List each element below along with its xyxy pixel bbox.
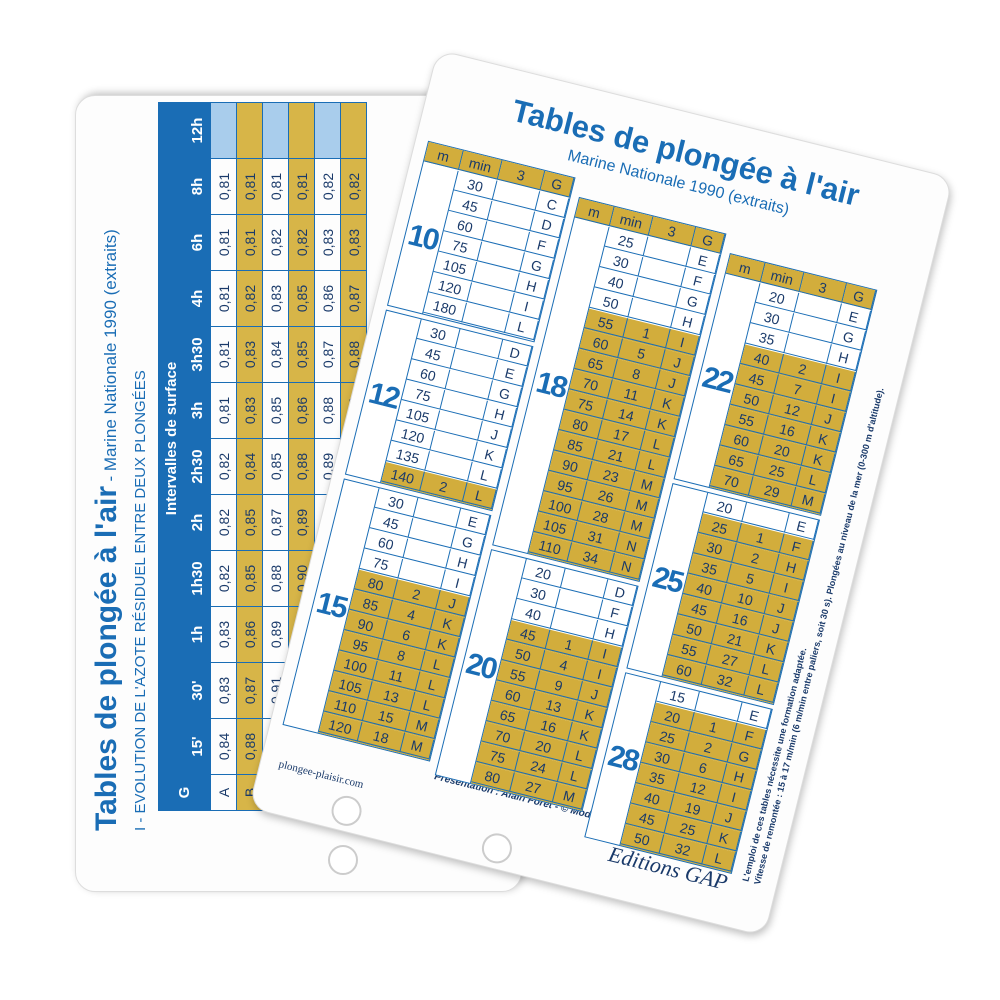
column-header: 12h	[184, 102, 211, 159]
value-cell: 0,88	[288, 438, 315, 495]
depth-table: 28 15 E 20 1 F 25 2 G 30 6 H 35 12 I 40 19 J 45 25 K 50 32 L	[584, 672, 773, 874]
value-cell: 0,82	[288, 214, 315, 271]
header-row: G Intervalles de surface	[158, 102, 211, 811]
value-cell: 0,85	[288, 326, 315, 383]
value-cell: 0,85	[262, 438, 289, 495]
value-cell: 0,87	[236, 662, 263, 719]
empty-cell	[210, 102, 237, 159]
value-cell: 0,87	[340, 270, 367, 327]
empty-cell	[236, 102, 263, 159]
value-cell: 0,86	[288, 382, 315, 439]
value-cell: 0,81	[210, 214, 237, 271]
value-cell: 0,87	[262, 494, 289, 551]
column-header: 30'	[184, 662, 211, 719]
value-cell: 0,85	[262, 382, 289, 439]
value-cell: 0,88	[262, 550, 289, 607]
column-header: 1h30	[184, 550, 211, 607]
value-cell: 0,81	[210, 158, 237, 215]
value-cell: 0,82	[236, 270, 263, 327]
column-header: 2h30	[184, 438, 211, 495]
group-cell: A	[210, 774, 237, 811]
header-row: 15' 30' 1h 1h30 2h 2h30 3h 3h30 4h 6h 8h 12h	[184, 102, 211, 811]
value-cell: 0,84	[236, 438, 263, 495]
value-cell: 0,85	[236, 494, 263, 551]
depth-table: 12 30 D 45 E 60 G 75 H 105 J 120 K 135 L 140 2 L	[344, 309, 534, 512]
value-cell: 0,81	[210, 270, 237, 327]
value-cell: 0,83	[210, 662, 237, 719]
value-cell: 0,83	[210, 606, 237, 663]
value-cell: 0,86	[314, 270, 341, 327]
back-title-suffix: - Marine Nationale 1990 (extraits)	[101, 229, 120, 482]
empty-cell	[340, 102, 367, 159]
value-cell: 0,83	[262, 270, 289, 327]
value-cell: 0,81	[236, 158, 263, 215]
value-cell: 0,87	[314, 326, 341, 383]
table-row: B 0,88 0,87 0,86 0,85 0,85 0,84 0,83 0,83 0,82 0,8…	[236, 102, 263, 811]
website: plongee-plaisir.com	[277, 758, 365, 792]
value-cell: 0,82	[210, 494, 237, 551]
column-header: 2h	[184, 494, 211, 551]
intervals-label: Intervalles de surface	[158, 102, 185, 775]
value-cell: 0,89	[262, 606, 289, 663]
column-header: 3h	[184, 382, 211, 439]
column-header: 8h	[184, 158, 211, 215]
column-header: 15'	[184, 718, 211, 775]
value-cell: 0,84	[210, 718, 237, 775]
value-cell: 0,82	[262, 214, 289, 271]
hole	[328, 792, 365, 830]
value-cell: 0,83	[340, 214, 367, 271]
column-header: 3h30	[184, 326, 211, 383]
column-header: 4h	[184, 270, 211, 327]
empty-cell	[314, 102, 341, 159]
value-cell: 0,81	[210, 326, 237, 383]
column-header: 6h	[184, 214, 211, 271]
value-cell: 0,81	[236, 214, 263, 271]
value-cell: 0,82	[340, 158, 367, 215]
table-row: A 0,84 0,83 0,83 0,82 0,82 0,82 0,81 0,81 0,81 0,8…	[210, 102, 237, 811]
value-cell: 0,86	[236, 606, 263, 663]
value-cell: 0,83	[236, 382, 263, 439]
empty-cell	[288, 102, 315, 159]
value-cell: 0,85	[236, 550, 263, 607]
value-cell: 0,82	[210, 438, 237, 495]
value-cell: 0,82	[210, 550, 237, 607]
back-title-line: Tables de plongée à l'air - Marine Natio…	[90, 229, 124, 831]
value-cell: 0,81	[288, 158, 315, 215]
value-cell: 0,83	[236, 326, 263, 383]
value-cell: 0,89	[288, 494, 315, 551]
group-header: G	[158, 774, 211, 811]
value-cell: 0,84	[262, 326, 289, 383]
value-cell: 0,81	[210, 382, 237, 439]
value-cell: 0,81	[262, 158, 289, 215]
back-title: Tables de plongée à l'air	[90, 485, 123, 831]
back-section: I - EVOLUTION DE L'AZOTE RÉSIDUEL ENTRE …	[132, 370, 149, 831]
empty-cell	[262, 102, 289, 159]
column-header: 1h	[184, 606, 211, 663]
value-cell: 0,82	[314, 158, 341, 215]
hole	[478, 830, 516, 867]
depth-table: m min 3 G 10 30 C 45 D 60 F 75 G 105 H 120 I 180 L	[386, 140, 576, 343]
hole	[328, 845, 358, 875]
value-cell: 0,85	[288, 270, 315, 327]
value-cell: 0,83	[314, 214, 341, 271]
value-cell: 0,88	[314, 382, 341, 439]
